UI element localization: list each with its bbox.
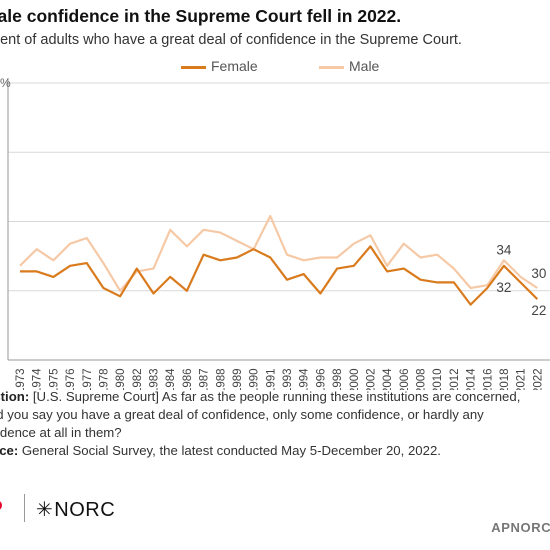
logo-bar: P ✳NORC [0,494,550,524]
x-tick-label: 1977 [82,368,94,390]
x-tick-label: 2021 [516,368,528,390]
y-tick-label: % [0,76,11,90]
x-tick-label: 1990 [249,368,261,390]
x-tick-label: 1982 [132,368,144,390]
ap-logo: P [0,496,3,522]
x-tick-label: 2012 [449,368,461,390]
legend-swatch-male [319,66,344,69]
x-tick-label: 1978 [98,368,110,390]
x-tick-label: 2018 [499,368,511,390]
x-tick-label: 2022 [532,368,544,390]
data-label: 22 [531,303,546,318]
question-line-3: nfidence at all in them? [0,425,122,440]
series-line-female [20,245,539,306]
x-tick-label: 1986 [182,368,194,390]
x-tick-label: 2004 [382,368,394,390]
x-tick-label: 1988 [215,368,227,390]
question-text: [U.S. Supreme Court] As far as the peopl… [29,389,521,404]
norc-logo: ✳NORC [36,497,115,522]
source-label: urce: [0,443,19,458]
x-tick-label: 1984 [165,368,177,390]
legend-label-female: Female [211,58,258,74]
x-tick-label: 2010 [432,368,444,390]
x-tick-label: 2006 [399,368,411,390]
norc-logo-text: NORC [54,499,116,521]
norc-star-icon: ✳ [36,499,54,521]
legend-label-male: Male [349,58,380,74]
x-tick-label: 1974 [32,368,44,390]
data-label: 34 [496,242,512,257]
source-line: urce: General Social Survey, the latest … [0,442,550,460]
x-tick-label: 2002 [365,368,377,390]
x-tick-label: 1998 [332,368,344,390]
x-tick-label: 1991 [265,368,277,390]
x-tick-label: 1976 [65,368,77,390]
x-tick-label: 2016 [482,368,494,390]
chart-subtitle: rcent of adults who have a great deal of… [0,32,462,48]
x-tick-label: 1993 [282,368,294,390]
legend: Female Male [0,57,550,77]
x-tick-label: 1996 [315,368,327,390]
ap-logo-letter: P [0,496,3,521]
x-tick-label: 1983 [149,368,161,390]
x-tick-label: 1975 [48,368,60,390]
series-line-male [19,214,538,292]
chart-title: male confidence in the Supreme Court fel… [0,6,402,26]
line-chart: % 1973 1974 1975 1976 1977 1978 1980 1982 1983 198… [0,76,550,390]
x-tick-label: 2014 [466,368,478,390]
x-tick-label: 1987 [199,368,211,390]
footnote: estion: [U.S. Supreme Court] As far as t… [0,388,550,460]
x-tick-label: 2000 [349,368,361,390]
logo-divider [24,494,25,522]
question-label: estion: [0,389,30,404]
x-tick-label: 1980 [115,368,127,390]
x-tick-label: 1989 [232,368,244,390]
footer-url: APNORC.o [491,520,550,535]
source-text: General Social Survey, the latest conduc… [18,443,441,458]
question-line-2: uld you say you have a great deal of con… [0,407,484,422]
legend-swatch-female [181,66,206,69]
question-line-1: estion: [U.S. Supreme Court] As far as t… [0,388,550,406]
x-tick-label: 2008 [416,368,428,390]
data-label: 32 [496,280,511,295]
data-label: 30 [531,266,546,281]
x-tick-label: 1994 [299,368,311,390]
x-tick-label: 1973 [15,368,27,390]
